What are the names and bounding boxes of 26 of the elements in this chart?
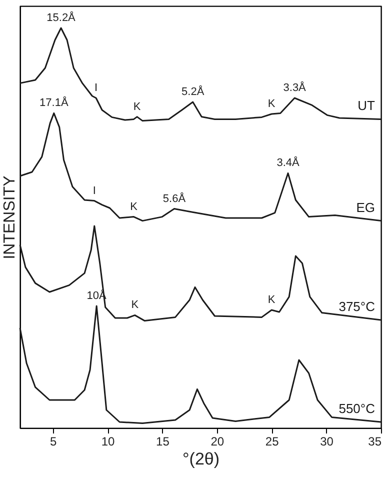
x-tick-label: 35 — [368, 434, 382, 448]
annotation: K — [131, 299, 140, 312]
series-label: 550°C — [338, 401, 375, 416]
series-label: 375°C — [338, 299, 375, 314]
x-tick-label: 30 — [320, 434, 334, 448]
annotation: I — [94, 82, 98, 94]
annotation: K — [133, 100, 142, 113]
annotation: 15.2Å — [46, 11, 76, 24]
annotation: K — [268, 98, 276, 110]
series-label: EG — [356, 200, 375, 215]
annotation: 5.6Å — [162, 192, 186, 205]
annotation: K — [268, 294, 276, 306]
annotation: 17.1Å — [40, 96, 69, 110]
annotation: K — [130, 200, 138, 213]
annotation: I — [92, 184, 96, 197]
annotation: 5.2Å — [182, 85, 205, 98]
series-label: UT — [358, 98, 376, 114]
x-tick-label: 20 — [210, 434, 224, 448]
x-tick-label: 25 — [265, 434, 280, 448]
x-tick-label: 10 — [101, 434, 116, 448]
x-axis-title: °(2θ) — [182, 450, 220, 468]
x-tick-label: 15 — [156, 434, 170, 448]
annotation: 3.4Å — [276, 156, 300, 170]
y-axis-title: INTENSITY — [2, 175, 18, 260]
x-tick-label: 5 — [50, 434, 57, 448]
annotation: 3.3Å — [283, 81, 307, 94]
